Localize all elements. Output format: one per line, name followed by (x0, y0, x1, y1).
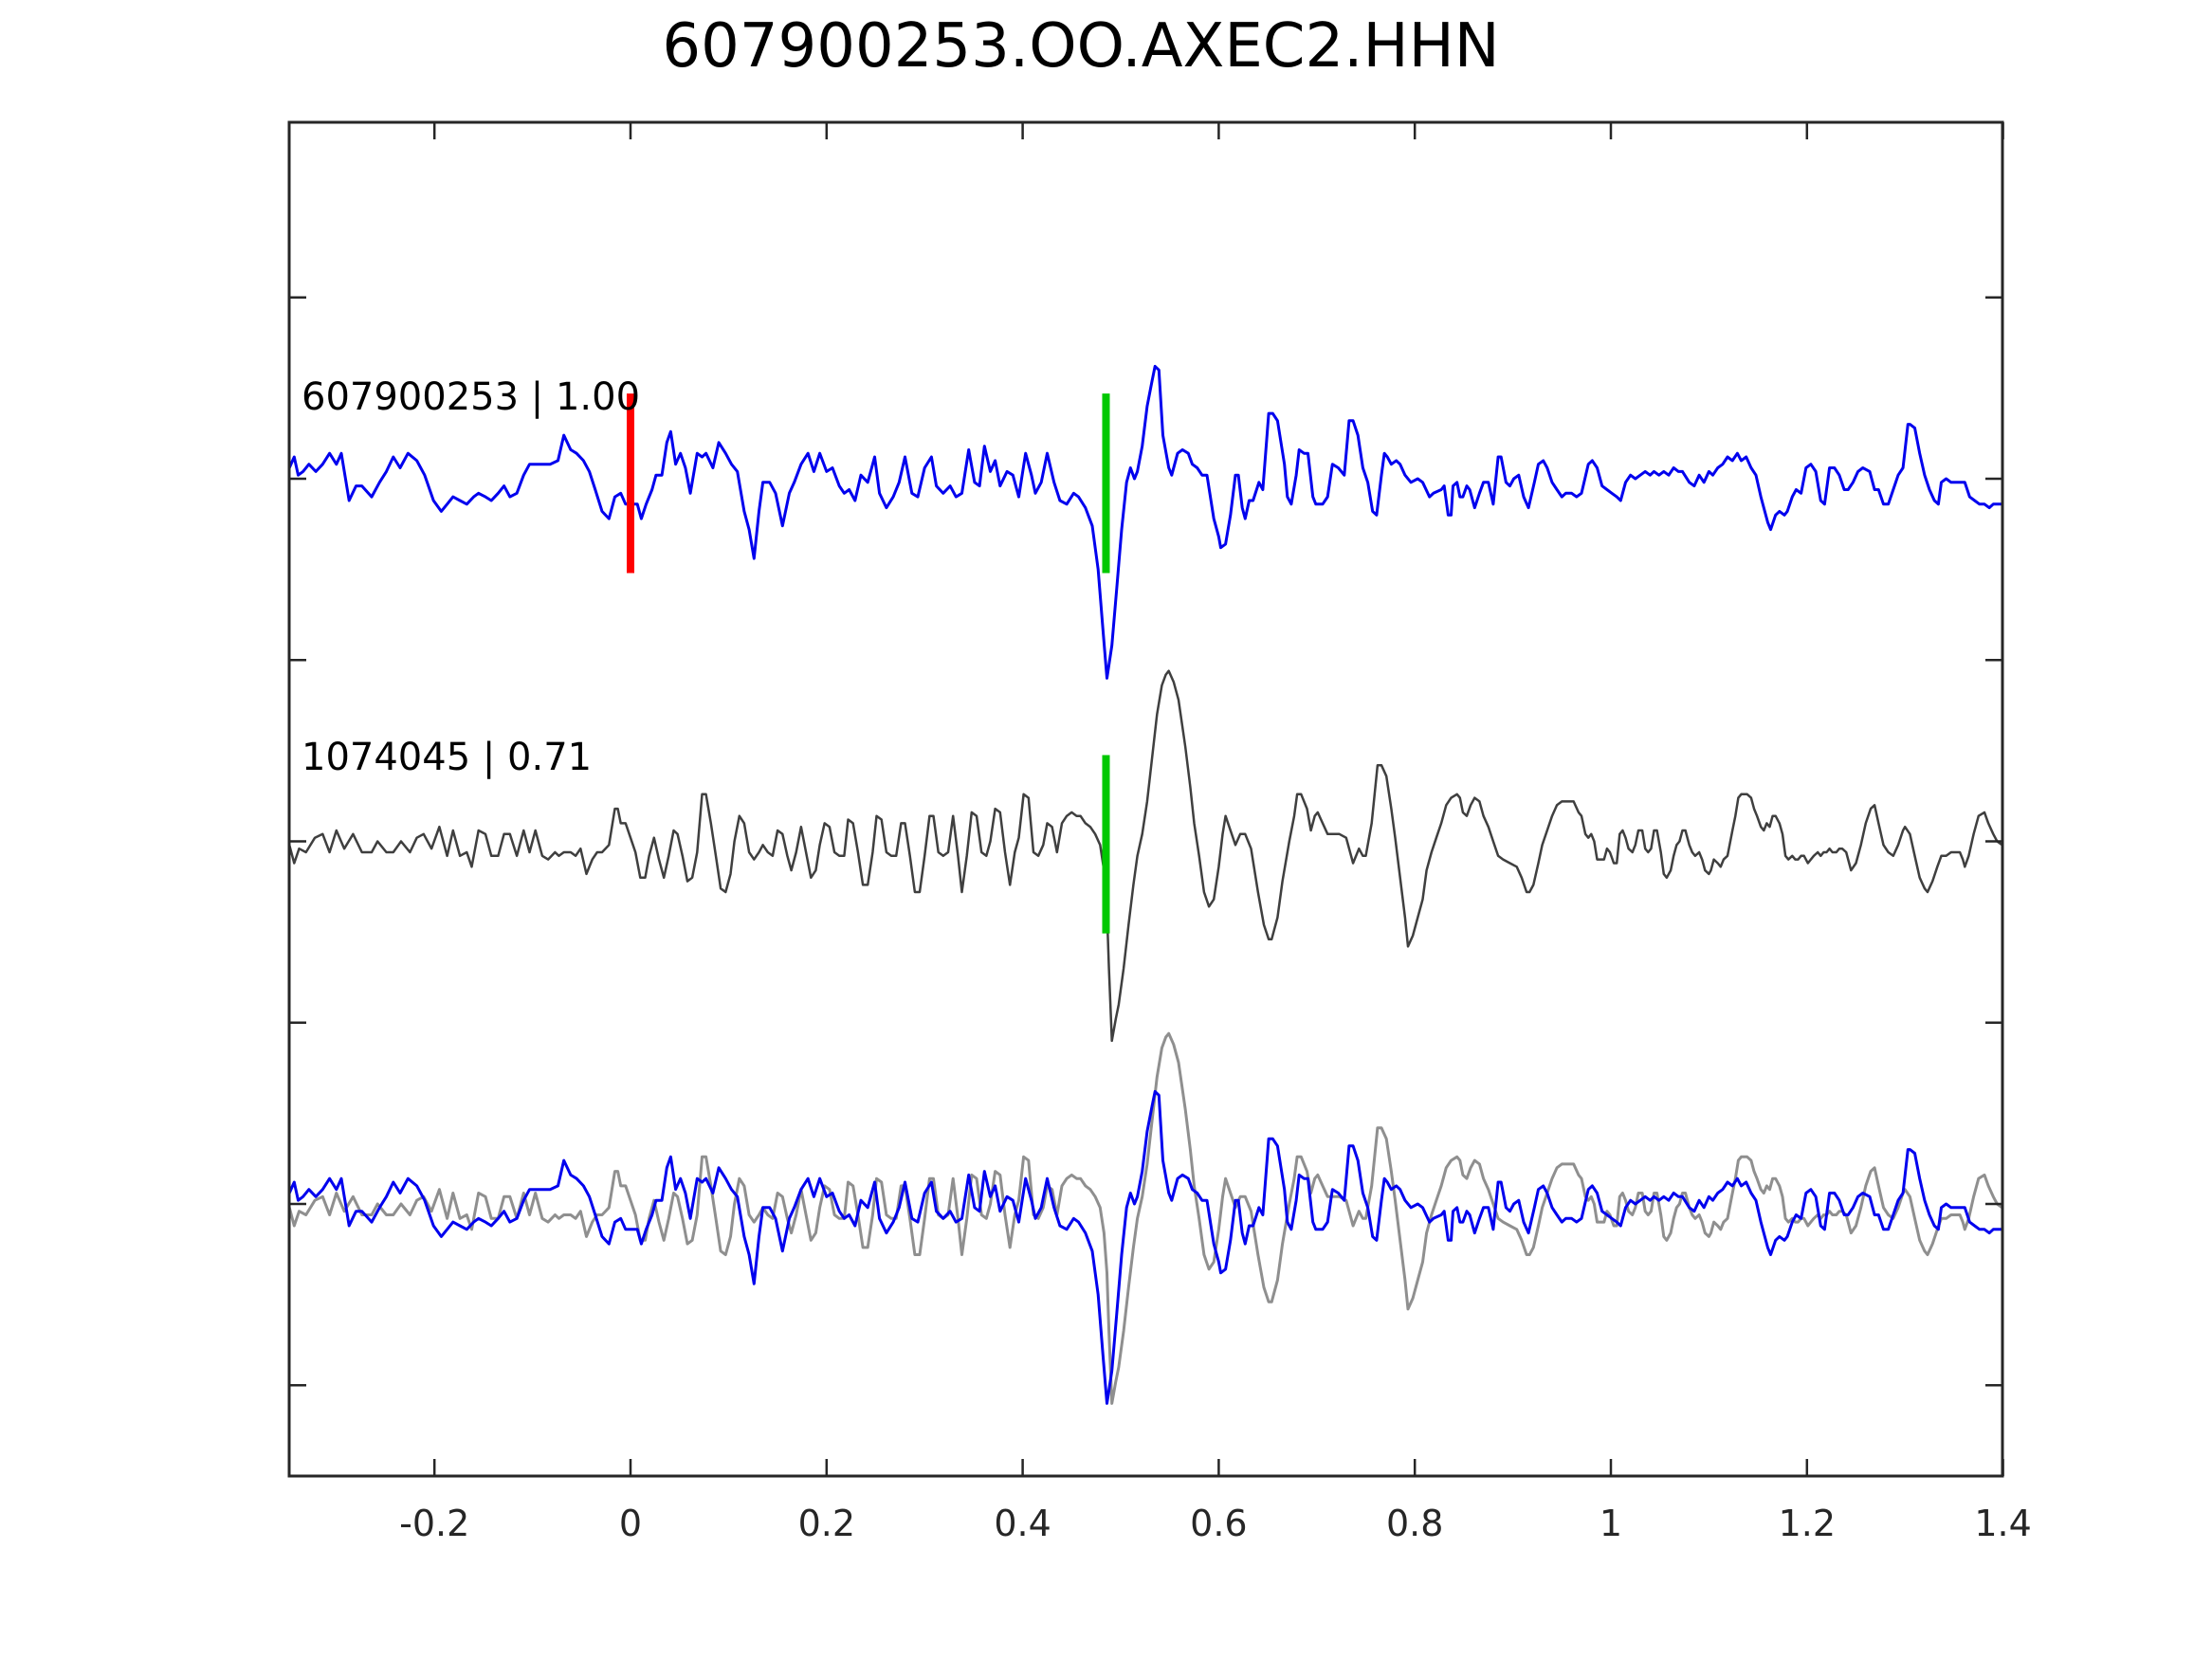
x-tick-label: 1.2 (1779, 1503, 1836, 1544)
trace-overlay-template (287, 1031, 2004, 1405)
x-tick-label: 1 (1600, 1503, 1622, 1544)
trace-detection (287, 364, 2004, 680)
template-trace-label: 1074045 | 0.71 (302, 736, 593, 779)
x-tick-label: 0 (619, 1503, 642, 1544)
figure-title: 607900253.OO.AXEC2.HHN (662, 11, 1500, 82)
x-tick-label: 0.6 (1190, 1503, 1247, 1544)
x-tick-label: 0.8 (1386, 1503, 1443, 1544)
plot-border (287, 120, 2004, 1478)
detection-trace-label: 607900253 | 1.00 (302, 375, 641, 419)
x-tick-label: 0.2 (798, 1503, 855, 1544)
trace-overlay-detection (287, 1089, 2004, 1405)
x-tick-label: 0.4 (994, 1503, 1051, 1544)
x-tick-label: 1.4 (1974, 1503, 2031, 1544)
trace-template (287, 669, 2003, 1043)
x-tick-label: -0.2 (399, 1503, 469, 1544)
